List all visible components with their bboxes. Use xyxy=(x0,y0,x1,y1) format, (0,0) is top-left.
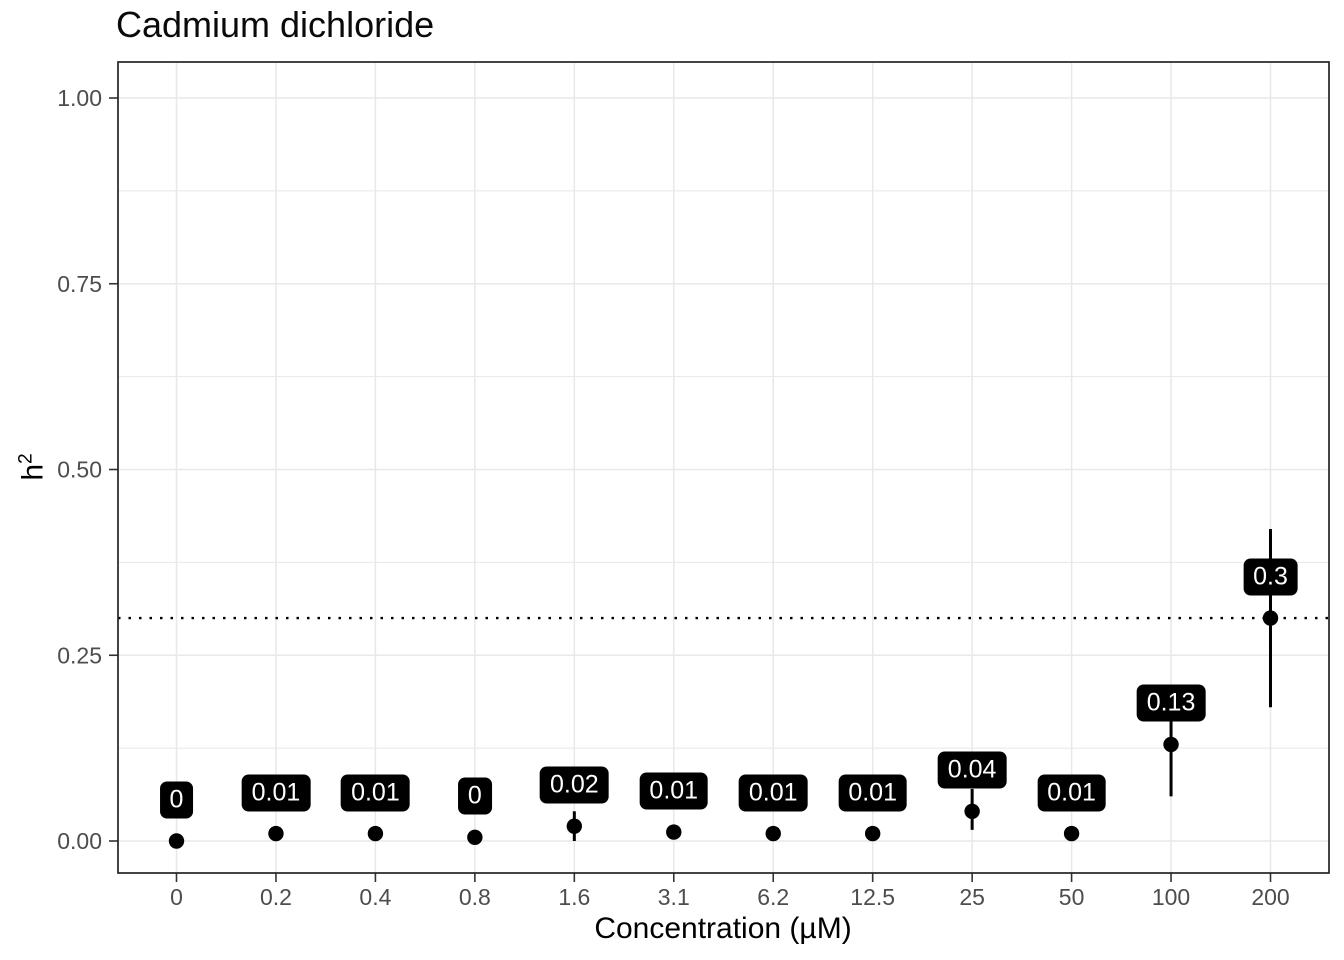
data-point xyxy=(467,829,483,845)
data-point xyxy=(765,825,781,842)
x-tick-label: 200 xyxy=(1251,884,1289,910)
y-axis-title-base: h xyxy=(16,463,50,481)
x-tick-label: 0 xyxy=(170,884,183,910)
point-label: 0.3 xyxy=(1243,558,1298,596)
point-label: 0.01 xyxy=(738,774,808,812)
point-label: 0.01 xyxy=(639,772,709,810)
y-axis-title: h2 xyxy=(16,453,51,480)
y-tick-label: 0.50 xyxy=(57,457,102,483)
data-point xyxy=(1063,825,1080,842)
y-tick-label: 0.75 xyxy=(57,271,102,297)
data-point xyxy=(1262,610,1279,626)
x-tick-label: 50 xyxy=(1059,884,1085,910)
chart-title: Cadmium dichloride xyxy=(116,4,435,45)
data-point xyxy=(964,803,980,819)
data-point xyxy=(268,825,284,842)
x-tick-label: 12.5 xyxy=(850,884,895,910)
panel-border xyxy=(117,61,1330,874)
x-tick-label: 3.1 xyxy=(658,884,690,910)
panel-background xyxy=(118,62,1329,873)
point-label: 0.01 xyxy=(341,774,410,812)
y-tick-label: 1.00 xyxy=(57,85,102,111)
point-label: 0.13 xyxy=(1136,684,1206,722)
point-label: 0.01 xyxy=(241,774,311,812)
point-label: 0.02 xyxy=(539,766,609,804)
x-tick-label: 0.2 xyxy=(260,884,292,910)
x-axis-title: Concentration (µM) xyxy=(594,912,852,945)
y-tick-label: 0.25 xyxy=(57,642,102,668)
point-label: 0 xyxy=(457,777,492,815)
data-point xyxy=(666,824,682,840)
point-label: 0.04 xyxy=(937,751,1007,789)
data-point xyxy=(566,818,583,834)
data-point xyxy=(168,833,185,849)
x-tick-label: 0.4 xyxy=(359,884,391,910)
data-point xyxy=(1163,736,1179,753)
data-point xyxy=(367,825,384,842)
x-tick-label: 6.2 xyxy=(757,884,789,910)
y-axis-title-superscript: 2 xyxy=(15,453,37,464)
x-tick-label: 0.8 xyxy=(459,884,491,910)
x-tick-label: 1.6 xyxy=(558,884,590,910)
point-label: 0.01 xyxy=(838,774,908,812)
point-label: 0.01 xyxy=(1037,774,1106,812)
point-label: 0 xyxy=(159,781,194,819)
data-point xyxy=(864,825,881,842)
x-tick-label: 25 xyxy=(959,884,985,910)
y-tick-label: 0.00 xyxy=(57,828,102,854)
x-tick-label: 100 xyxy=(1152,884,1190,910)
